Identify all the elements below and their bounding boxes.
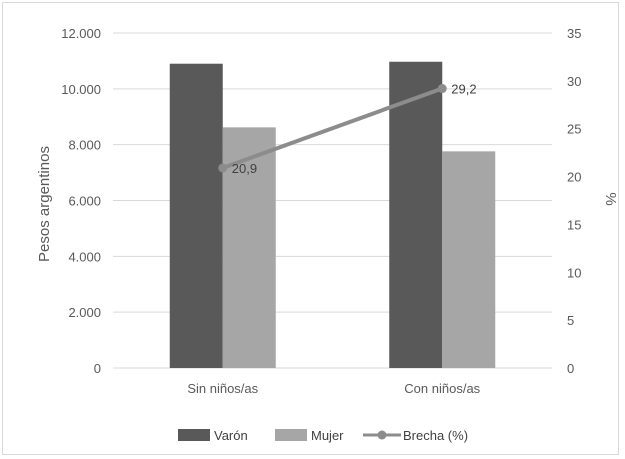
bar-varon — [389, 61, 443, 369]
legend-label: Mujer — [311, 428, 344, 443]
y-tick-label: 2.000 — [68, 305, 101, 320]
y-tick-label: 10.000 — [61, 82, 101, 97]
legend-swatch — [178, 429, 210, 441]
legend-marker — [377, 430, 387, 440]
y2-tick-label: 5 — [567, 313, 574, 328]
bar-mujer — [222, 127, 276, 368]
legend-brecha: Brecha (%) — [363, 428, 468, 443]
brecha-point — [218, 163, 228, 173]
legend-label: Brecha (%) — [403, 428, 468, 443]
y2-tick-label: 20 — [567, 170, 581, 185]
y-tick-label: 4.000 — [68, 249, 101, 264]
brecha-series-line — [222, 86, 443, 170]
y2-tick-label: 10 — [567, 265, 581, 280]
y-tick-label: 6.000 — [68, 194, 101, 209]
y-tick-label: 8.000 — [68, 138, 101, 153]
legend-label: Varón — [214, 428, 248, 443]
bars — [169, 61, 496, 369]
tick-labels: 0 2.000 4.000 6.000 8.000 10.000 12.000 0 5 10 15 2… — [61, 26, 581, 396]
y2-tick-label: 35 — [567, 26, 581, 41]
bar-mujer — [442, 151, 496, 368]
legend: Varón Mujer Brecha (%) — [178, 428, 468, 443]
bar-varon — [169, 63, 223, 368]
y-tick-label: 12.000 — [61, 26, 101, 41]
brecha-point — [437, 84, 447, 94]
y-tick-label: 0 — [94, 361, 101, 376]
brecha-data-label: 29,2 — [451, 82, 476, 97]
chart-frame — [2, 2, 619, 455]
legend-varon: Varón — [178, 428, 248, 443]
y2-tick-label: 30 — [567, 74, 581, 89]
y-axis-title: Pesos argentinos — [36, 146, 53, 262]
brecha-data-label: 20,9 — [232, 161, 257, 176]
y2-tick-label: 15 — [567, 217, 581, 232]
legend-swatch — [275, 429, 307, 441]
brecha-line: 20,9 29,2 — [218, 82, 477, 176]
y2-tick-label: 25 — [567, 122, 581, 137]
y2-axis-title: % — [602, 192, 619, 205]
x-tick-label: Con niños/as — [404, 381, 480, 396]
legend-mujer: Mujer — [275, 428, 344, 443]
x-tick-label: Sin niños/as — [187, 381, 258, 396]
y2-tick-label: 0 — [567, 361, 574, 376]
